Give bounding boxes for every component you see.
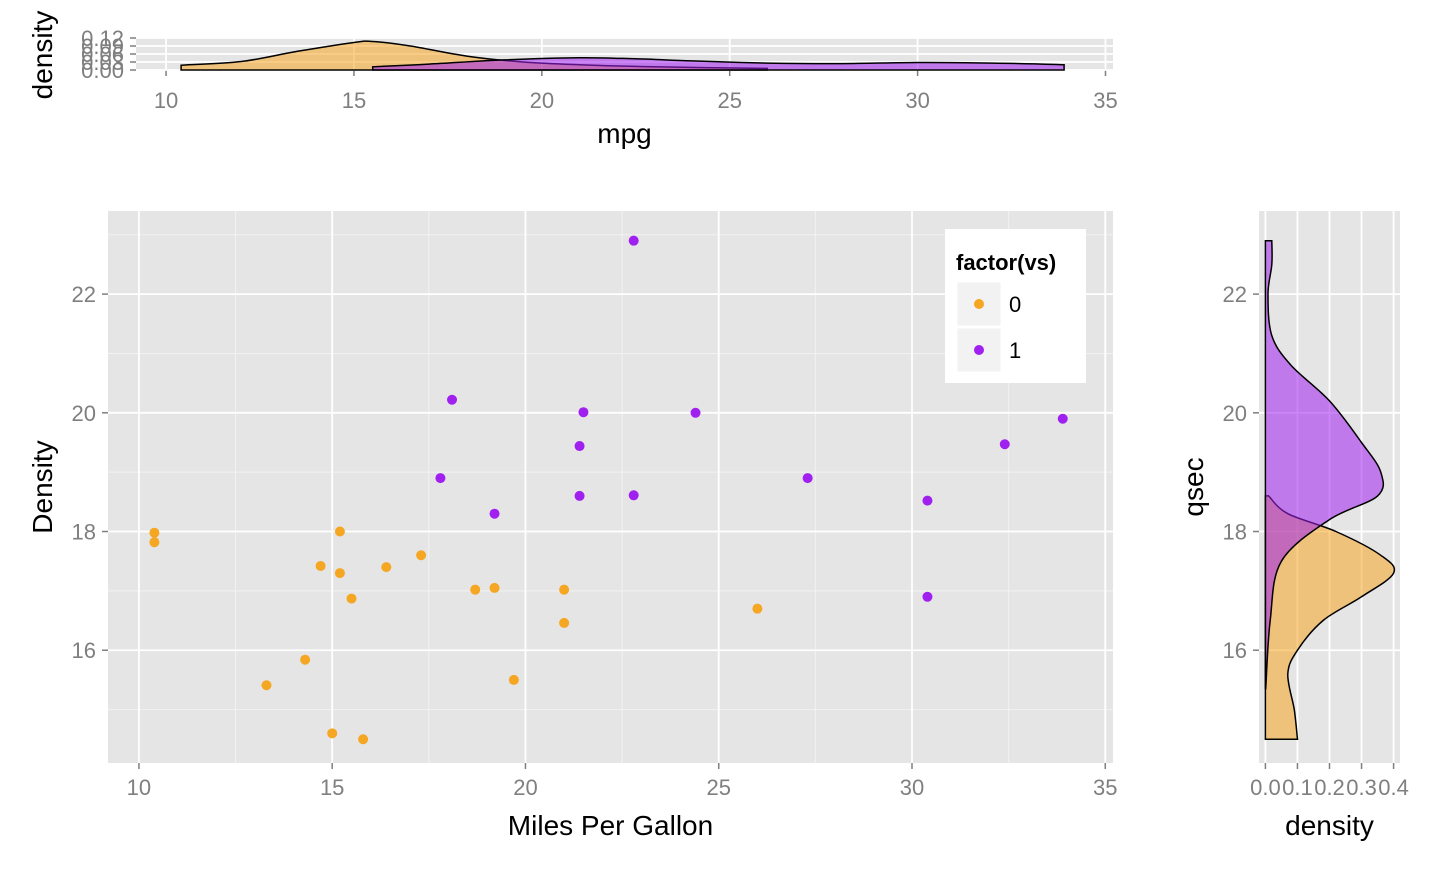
scatter-point-vs-1: [922, 495, 933, 506]
right-density-area-vs-1: [1264, 239, 1385, 690]
top-density-x-axis-title: mpg: [597, 118, 651, 149]
scatter-point-vs-0: [358, 734, 369, 745]
scatter-point-vs-0: [508, 674, 519, 685]
scatter-point-vs-1: [628, 490, 639, 501]
scatter-y-tick-label: 16: [72, 638, 96, 663]
top-density-area-vs-1: [371, 56, 1065, 71]
top-density-x-tick-label: 25: [717, 88, 741, 113]
scatter-point-vs-0: [559, 617, 570, 628]
scatter-point-vs-1: [802, 473, 813, 484]
scatter-point-vs-1: [999, 439, 1010, 450]
top-density-y-tick-label: 0.09: [81, 34, 124, 59]
right-density-x-axis-title: density: [1285, 810, 1374, 841]
scatter-x-tick-label: 15: [320, 775, 344, 800]
right-density-x-tick-label: 0.4: [1378, 775, 1409, 800]
scatter-point-vs-0: [346, 593, 357, 604]
scatter-point-vs-1: [922, 591, 933, 602]
scatter-point-vs-0: [149, 527, 160, 538]
scatter-y-axis-title: Density: [27, 440, 58, 533]
right-density-y-tick-label: 18: [1223, 520, 1247, 545]
top-density-x-tick-label: 20: [530, 88, 554, 113]
scatter-x-axis-title: Miles Per Gallon: [508, 810, 713, 841]
scatter-y-tick-label: 18: [72, 520, 96, 545]
scatter-point-vs-0: [334, 568, 345, 579]
legend-swatch-1: [974, 345, 984, 355]
right-density-x-tick-label: 0.3: [1346, 775, 1377, 800]
scatter-point-vs-1: [489, 508, 500, 519]
legend-label-0: 0: [1009, 292, 1021, 317]
scatter-point-vs-0: [489, 582, 500, 593]
top-density-y-tick-label: 0.03: [81, 50, 124, 75]
top-density-y-tick-label: 0.06: [81, 42, 124, 67]
scatter-point-vs-0: [752, 603, 763, 614]
top-density-x-tick-label: 15: [342, 88, 366, 113]
top-density-y-tick-label: 0.00: [81, 58, 124, 83]
top-density-x-tick-label: 35: [1093, 88, 1117, 113]
scatter-point-vs-1: [447, 394, 458, 405]
right-density-x-tick-label: 0.0: [1250, 775, 1281, 800]
right-density-y-tick-label: 20: [1223, 401, 1247, 426]
scatter-point-vs-0: [470, 584, 481, 595]
scatter-point-vs-0: [559, 584, 570, 595]
scatter-x-tick-label: 20: [513, 775, 537, 800]
scatter-x-tick-label: 35: [1093, 775, 1117, 800]
top-density-y-tick-label: 0.12: [81, 26, 124, 51]
scatter-point-vs-0: [261, 680, 272, 691]
legend-swatch-0: [974, 299, 984, 309]
top-density-x-tick-label: 30: [905, 88, 929, 113]
scatter-x-tick-label: 30: [900, 775, 924, 800]
top-density-x-tick-label: 10: [154, 88, 178, 113]
right-density-y-axis-title: qsec: [1178, 457, 1209, 516]
legend-label-1: 1: [1009, 338, 1021, 363]
scatter-y-tick-label: 20: [72, 401, 96, 426]
right-density-x-tick-label: 0.1: [1282, 775, 1313, 800]
top-density-y-axis-title: density: [27, 11, 58, 100]
scatter-x-tick-label: 25: [706, 775, 730, 800]
scatter-point-vs-1: [435, 473, 446, 484]
scatter-point-vs-0: [149, 537, 160, 548]
scatter-point-vs-1: [574, 441, 585, 452]
scatter-point-vs-1: [1057, 413, 1068, 424]
scatter-point-vs-0: [334, 526, 345, 537]
scatter-point-vs-1: [628, 235, 639, 246]
scatter-point-vs-1: [574, 490, 585, 501]
scatter-point-vs-0: [381, 562, 392, 573]
scatter-point-vs-0: [300, 654, 311, 665]
scatter-point-vs-0: [416, 550, 427, 561]
scatter-y-tick-label: 22: [72, 282, 96, 307]
scatter-point-vs-1: [690, 407, 701, 418]
right-density-y-tick-label: 22: [1223, 282, 1247, 307]
scatter-point-vs-0: [327, 728, 338, 739]
legend-title: factor(vs): [956, 250, 1056, 275]
right-density-y-tick-label: 16: [1223, 638, 1247, 663]
scatter-point-vs-0: [315, 560, 326, 571]
right-density-x-tick-label: 0.2: [1314, 775, 1345, 800]
scatter-point-vs-1: [578, 407, 589, 418]
scatter-x-tick-label: 10: [127, 775, 151, 800]
